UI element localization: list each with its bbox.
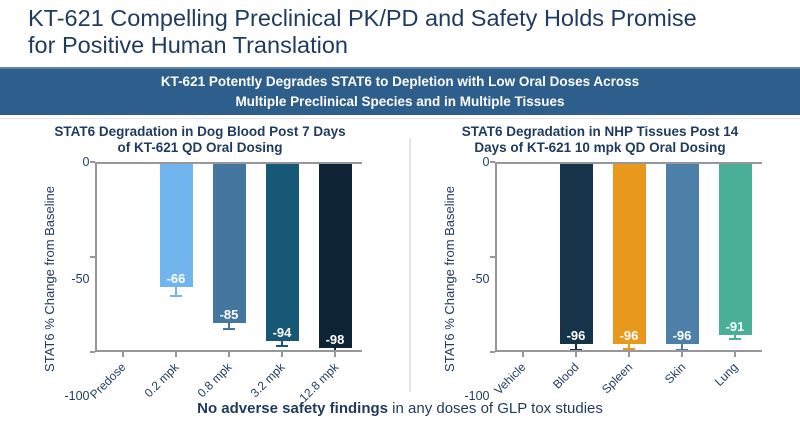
error-bar-cap bbox=[276, 344, 288, 347]
slide-title-line2: for Positive Human Translation bbox=[28, 32, 349, 59]
banner-line2: Multiple Preclinical Species and in Mult… bbox=[235, 93, 565, 109]
bar-value-label: -91 bbox=[725, 318, 745, 334]
safety-footnote-bold: No adverse safety findings bbox=[197, 399, 389, 417]
error-bar bbox=[276, 340, 288, 347]
x-tick-label: Spleen bbox=[598, 359, 635, 397]
x-tick-label: Lung bbox=[712, 359, 741, 389]
bar-value-label: -96 bbox=[566, 328, 586, 344]
error-bar bbox=[570, 344, 582, 351]
bar-value-label: -96 bbox=[619, 328, 639, 344]
slide-title: KT-621 Compelling Preclinical PK/PD and … bbox=[0, 0, 800, 60]
plot-area: -66 -85 -94 -98 bbox=[89, 160, 362, 357]
y-tick-label: -100 bbox=[64, 388, 90, 403]
error-bar-cap bbox=[570, 348, 582, 351]
slide-title-line1: KT-621 Compelling Preclinical PK/PD and … bbox=[28, 5, 697, 31]
y-tick-label: -50 bbox=[471, 271, 490, 286]
error-bar-cap bbox=[170, 295, 182, 298]
bar-spleen: -96 bbox=[612, 163, 646, 350]
x-tick-label: 0.8 mpk bbox=[194, 359, 235, 401]
x-tick-label: Blood bbox=[550, 359, 582, 392]
error-bar bbox=[729, 334, 741, 341]
dog-blood-chart: STAT6 Degradation in Dog Blood Post 7 Da… bbox=[0, 124, 400, 405]
x-tick-label: Skin bbox=[661, 359, 688, 387]
plot-column: -96 -96 -96 -91 Vehicle Blood Spleen Skin Lung bbox=[489, 160, 762, 398]
x-tick-label: 12.8 mpk bbox=[296, 359, 341, 405]
chart-title-line1: STAT6 Degradation in NHP Tissues Post 14 bbox=[461, 123, 739, 139]
bar-value-label: -66 bbox=[166, 271, 186, 287]
y-tick-labels: 0 -50 -100 bbox=[61, 155, 95, 403]
banner-line1: KT-621 Potently Degrades STAT6 to Deplet… bbox=[160, 73, 640, 89]
chart-title: STAT6 Degradation in NHP Tissues Post 14… bbox=[462, 124, 739, 157]
bar-0-2-mpk: -66 bbox=[159, 163, 193, 298]
x-tick-mark bbox=[628, 351, 630, 357]
error-bar bbox=[170, 287, 182, 298]
key-message-banner: KT-621 Potently Degrades STAT6 to Deplet… bbox=[0, 66, 800, 115]
bar-0-8-mpk: -85 bbox=[212, 163, 246, 330]
bar-blood: -96 bbox=[559, 163, 593, 351]
x-tick-mark bbox=[334, 351, 336, 357]
bar-value-label: -98 bbox=[325, 332, 345, 348]
bar-value-label: -96 bbox=[672, 328, 692, 344]
banner-divider-line bbox=[0, 117, 800, 119]
safety-footnote: No adverse safety findings in any doses … bbox=[0, 400, 800, 417]
bar-3-2-mpk: -94 bbox=[265, 163, 299, 347]
x-tick-labels: Predose 0.2 mpk 0.8 mpk 3.2 mpk 12.8 mpk bbox=[87, 352, 360, 405]
x-tick-mark bbox=[522, 351, 524, 357]
x-tick-label: Predose bbox=[87, 359, 129, 402]
y-tick-mark bbox=[489, 350, 495, 353]
plot-row: STAT6 % Change from Baseline 0 -50 -100 … bbox=[439, 155, 762, 403]
vertical-divider bbox=[409, 137, 411, 392]
charts-region: STAT6 Degradation in Dog Blood Post 7 Da… bbox=[0, 124, 800, 405]
error-bar bbox=[623, 344, 635, 350]
x-tick-mark bbox=[575, 351, 577, 357]
bar-12-8-mpk: -98 bbox=[318, 163, 352, 353]
y-tick-label: -100 bbox=[464, 388, 490, 403]
bar-skin: -96 bbox=[665, 163, 699, 351]
y-tick-label: 0 bbox=[82, 154, 90, 169]
nhp-tissues-chart: STAT6 Degradation in NHP Tissues Post 14… bbox=[400, 124, 800, 403]
bar-value-label: -94 bbox=[272, 324, 292, 340]
y-tick-mark bbox=[489, 160, 495, 163]
y-tick-label: -50 bbox=[71, 271, 90, 286]
x-tick-label: Vehicle bbox=[491, 359, 529, 398]
y-tick-mark bbox=[89, 255, 95, 258]
error-bar bbox=[676, 344, 688, 351]
y-axis-label-box: STAT6 % Change from Baseline bbox=[39, 162, 61, 396]
y-axis-label-box: STAT6 % Change from Baseline bbox=[439, 162, 461, 396]
x-tick-mark bbox=[228, 351, 230, 357]
x-tick-mark bbox=[122, 351, 124, 357]
safety-footnote-rest: in any doses of GLP tox studies bbox=[388, 399, 603, 417]
bar-lung: -91 bbox=[718, 163, 752, 341]
y-tick-mark bbox=[489, 255, 495, 258]
chart-title: STAT6 Degradation in Dog Blood Post 7 Da… bbox=[54, 124, 345, 157]
error-bar-cap bbox=[623, 347, 635, 350]
plot-column: -66 -85 -94 -98 Predose 0.2 mpk 0.8 mpk 3.2 mp… bbox=[87, 160, 362, 405]
x-tick-label: 0.2 mpk bbox=[141, 359, 182, 401]
y-axis-label: STAT6 % Change from Baseline bbox=[442, 185, 457, 372]
x-tick-labels: Vehicle Blood Spleen Skin Lung bbox=[491, 352, 760, 398]
chart-title-line2: of KT-621 QD Oral Dosing bbox=[117, 140, 283, 156]
plot-area: -96 -96 -96 -91 bbox=[489, 160, 762, 357]
y-tick-label: 0 bbox=[482, 154, 490, 169]
x-tick-label: 3.2 mpk bbox=[247, 359, 288, 401]
chart-title-line1: STAT6 Degradation in Dog Blood Post 7 Da… bbox=[54, 123, 346, 139]
x-tick-mark bbox=[681, 351, 683, 357]
y-tick-mark bbox=[89, 160, 95, 163]
error-bar-cap bbox=[223, 327, 235, 330]
x-tick-mark bbox=[281, 351, 283, 357]
y-tick-mark bbox=[89, 350, 95, 353]
error-bar-cap bbox=[729, 338, 741, 341]
error-bar-cap bbox=[676, 348, 688, 351]
y-axis-label: STAT6 % Change from Baseline bbox=[42, 185, 57, 372]
plot-row: STAT6 % Change from Baseline 0 -50 -100 … bbox=[39, 155, 362, 405]
y-tick-labels: 0 -50 -100 bbox=[461, 155, 495, 403]
error-bar bbox=[223, 323, 235, 330]
x-tick-mark bbox=[734, 351, 736, 357]
chart-title-line2: Days of KT-621 10 mpk QD Oral Dosing bbox=[474, 140, 726, 156]
x-tick-mark bbox=[175, 351, 177, 357]
bar-value-label: -85 bbox=[219, 307, 239, 323]
